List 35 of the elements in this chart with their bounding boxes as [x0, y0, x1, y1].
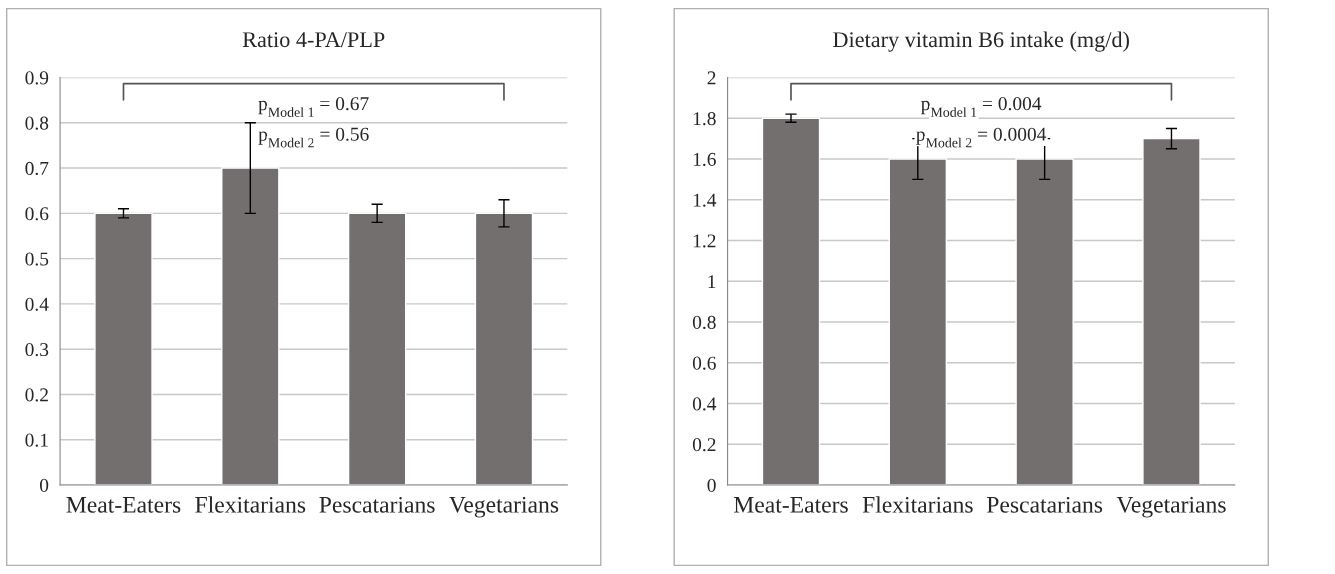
- y-tick-label: 0.3: [25, 343, 49, 357]
- y-tick-label: 0.7: [25, 161, 49, 176]
- y-tick-label: 1.4: [693, 193, 717, 207]
- y-tick-label: 0: [707, 478, 716, 492]
- y-tick-label: 0.2: [692, 438, 716, 452]
- chart-title: Dietary vitamin B6 intake (mg/d): [833, 31, 1129, 52]
- bar: [761, 117, 821, 486]
- y-tick-label: 0.8: [692, 315, 716, 330]
- y-tick-label: 0.4: [25, 297, 49, 311]
- bar: [888, 158, 948, 486]
- bar: [1015, 158, 1074, 486]
- y-tick-label: 0.8: [25, 116, 49, 130]
- y-tick-label: 0.6: [692, 356, 716, 370]
- y-tick-label: 0.5: [25, 252, 49, 266]
- y-tick-label: 1.8: [693, 112, 716, 126]
- y-tick-label: 0.4: [692, 397, 717, 411]
- y-tick-label: 0.6: [25, 207, 49, 221]
- y-tick-label: 1: [708, 275, 716, 289]
- x-tick-label: Pescatarians: [319, 496, 435, 513]
- y-tick-label: 2: [707, 71, 716, 85]
- bar: [1142, 137, 1201, 486]
- x-tick-label: Flexitarians: [862, 496, 973, 513]
- y-tick-label: 0.9: [25, 71, 49, 85]
- x-tick-label: Pescatarians: [986, 496, 1103, 513]
- y-tick-label: 0.2: [25, 388, 48, 402]
- x-tick-label: Meat-Eaters: [733, 497, 848, 513]
- x-tick-label: Meat-Eaters: [66, 497, 181, 513]
- y-tick-label: 0.1: [25, 433, 48, 447]
- chart-title: Ratio 4-PA/PLP: [242, 32, 385, 48]
- x-tick-label: Vegetarians: [449, 496, 559, 518]
- x-tick-label: Flexitarians: [195, 496, 306, 513]
- y-tick-label: 1.2: [693, 234, 716, 248]
- y-tick-label: 1.6: [693, 152, 716, 167]
- x-tick-label: Vegetarians: [1116, 496, 1226, 518]
- y-tick-label: 0: [39, 478, 49, 492]
